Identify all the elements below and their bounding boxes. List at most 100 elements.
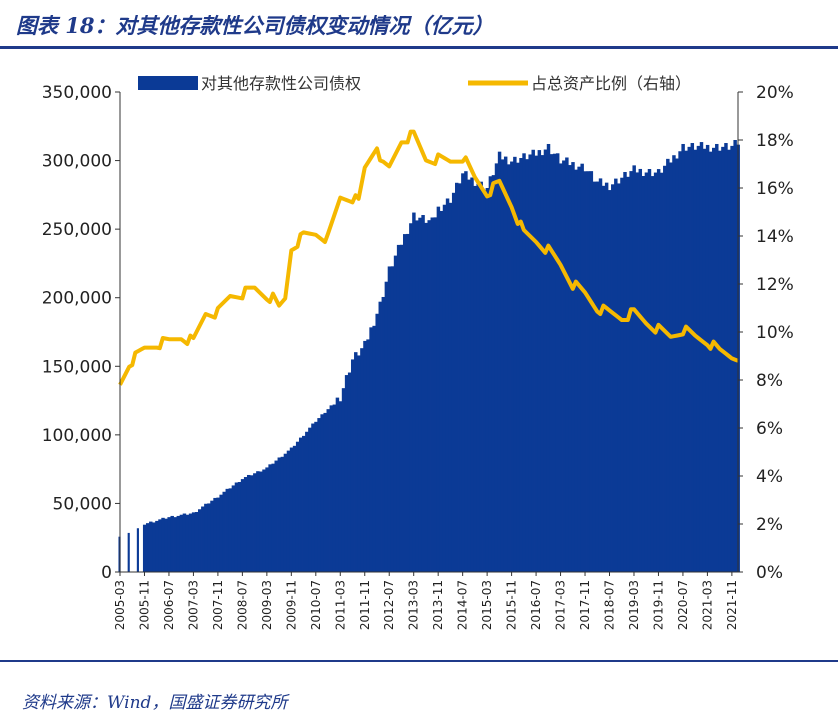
bar [188, 513, 193, 572]
bar [507, 164, 511, 572]
title-rule [0, 46, 838, 49]
bar [274, 460, 278, 572]
x-tick-label: 2007-11 [211, 580, 225, 630]
bar [219, 494, 223, 572]
bar [350, 359, 355, 572]
legend-bar-label: 对其他存款性公司债权 [201, 74, 361, 93]
bar [277, 457, 282, 572]
bar [357, 355, 361, 572]
bar [198, 509, 202, 572]
bar [341, 388, 346, 572]
bar [470, 177, 474, 572]
right-tick-label: 18% [756, 131, 794, 151]
bar [259, 471, 263, 572]
bar [292, 445, 297, 572]
bar [448, 202, 453, 572]
bar [580, 163, 584, 572]
x-tick-label: 2005-03 [113, 580, 127, 630]
bar [167, 517, 171, 572]
bar [207, 503, 211, 572]
right-tick-label: 8% [756, 371, 783, 391]
bar [565, 157, 569, 573]
bar [332, 404, 337, 572]
bar [347, 372, 352, 572]
bar [409, 223, 413, 572]
bar [418, 217, 422, 572]
bar [519, 158, 523, 572]
x-tick-label: 2013-03 [407, 580, 421, 630]
bar [323, 412, 327, 572]
bar [262, 469, 266, 572]
bar [237, 482, 242, 572]
bar [650, 176, 655, 572]
bar [601, 185, 606, 572]
x-tick-label: 2012-07 [382, 580, 396, 630]
bar [176, 515, 181, 572]
x-tick-label: 2013-11 [431, 580, 445, 630]
x-tick-label: 2011-03 [333, 580, 347, 630]
bar [399, 244, 404, 572]
right-tick-label: 12% [756, 275, 794, 295]
bar [638, 168, 643, 572]
bar [372, 325, 376, 572]
bar [455, 182, 459, 573]
bar [598, 178, 603, 572]
bar [329, 405, 334, 572]
bar [473, 185, 477, 572]
bar [335, 397, 340, 572]
x-tick-label: 2015-11 [505, 580, 519, 630]
left-tick-label: 50,000 [53, 494, 112, 514]
bar [142, 524, 147, 572]
bar [681, 143, 685, 573]
right-tick-label: 4% [756, 467, 783, 487]
bar [620, 177, 624, 572]
right-tick-label: 10% [756, 323, 794, 343]
bar [384, 281, 389, 572]
bar [204, 503, 208, 572]
bar [626, 176, 630, 572]
bar [488, 176, 493, 572]
bar [491, 175, 496, 573]
bar [375, 313, 379, 572]
bar [427, 220, 431, 572]
bar [390, 266, 395, 572]
bar [555, 153, 560, 573]
bar [286, 450, 291, 572]
x-tick-label: 2014-07 [456, 580, 470, 630]
bar [216, 497, 220, 572]
left-tick-label: 0 [101, 563, 112, 583]
bar [586, 171, 591, 572]
bar [629, 171, 633, 572]
bar [387, 266, 392, 572]
bar [271, 463, 275, 572]
bar [589, 171, 594, 572]
right-tick-label: 2% [756, 515, 783, 535]
bar [445, 198, 450, 573]
bar [672, 155, 676, 572]
x-tick-label: 2017-11 [578, 580, 592, 630]
bar [715, 143, 719, 573]
right-tick-label: 14% [756, 227, 794, 247]
bar [663, 165, 667, 572]
bar [222, 491, 226, 572]
bar [326, 409, 330, 572]
bar [182, 513, 187, 572]
bar [283, 453, 288, 572]
bar [702, 148, 707, 572]
bar [210, 500, 214, 572]
bar [708, 151, 713, 572]
bar [136, 528, 139, 572]
bar [528, 154, 532, 572]
footer-rule [0, 660, 838, 662]
x-tick-label: 2019-03 [627, 580, 641, 630]
bar [577, 166, 581, 573]
bar [687, 146, 691, 573]
bar [295, 441, 300, 572]
legend-bar-swatch [138, 76, 198, 90]
bar [510, 161, 514, 572]
line-series [118, 129, 739, 386]
x-tick-label: 2005-11 [137, 580, 151, 630]
bar [240, 479, 245, 572]
right-tick-label: 16% [756, 179, 794, 199]
bar [540, 155, 545, 572]
